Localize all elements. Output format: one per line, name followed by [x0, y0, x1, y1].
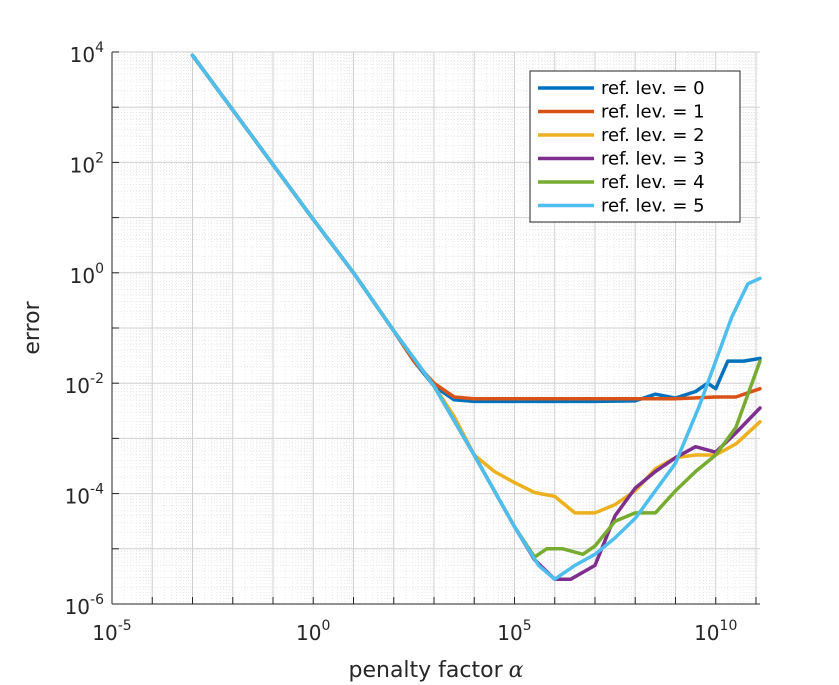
legend-entry-0: ref. lev. = 0: [601, 78, 705, 99]
x-tick-exponent: 5: [523, 618, 532, 634]
x-tick-label: 10-5: [92, 618, 131, 645]
y-tick-exponent: 0: [95, 261, 104, 277]
legend-entry-4: ref. lev. = 4: [601, 172, 705, 193]
y-tick-label: 10-4: [65, 482, 105, 509]
grid: [111, 51, 760, 605]
y-tick-base: 10: [65, 595, 90, 619]
x-tick-label: 1010: [694, 618, 737, 645]
series-line-5: [190, 53, 762, 581]
legend-box: [529, 70, 741, 223]
y-tick-label: 104: [70, 40, 104, 67]
x-tick-label: 100: [296, 618, 330, 645]
x-tick-base: 10: [694, 621, 719, 645]
y-tick-exponent: 4: [95, 40, 104, 56]
x-axis-label-symbol: α: [509, 658, 524, 683]
x-axis-label: penalty factor α: [349, 658, 524, 683]
y-tick-exponent: -6: [90, 592, 104, 608]
y-tick-exponent: -2: [90, 371, 104, 387]
y-tick-label: 10-6: [65, 592, 105, 619]
x-tick-base: 10: [497, 621, 522, 645]
x-tick-exponent: -5: [118, 618, 132, 634]
y-tick-base: 10: [70, 43, 95, 67]
series-layer: [190, 53, 762, 581]
y-tick-label: 100: [70, 261, 104, 288]
y-tick-base: 10: [70, 264, 95, 288]
y-tick-label: 10-2: [65, 371, 104, 398]
y-tick-base: 10: [65, 485, 90, 509]
y-tick-base: 10: [65, 374, 90, 398]
x-axis-label-text: penalty factor: [349, 658, 504, 683]
y-tick-base: 10: [70, 153, 95, 177]
axes: [111, 51, 760, 605]
x-tick-base: 10: [296, 621, 321, 645]
x-tick-labels: 10-5 100 105 1010: [92, 618, 737, 645]
legend-entry-1: ref. lev. = 1: [601, 102, 705, 123]
y-axis-label: error: [20, 300, 45, 354]
x-tick-exponent: 0: [322, 618, 331, 634]
x-tick-exponent: 10: [720, 618, 738, 634]
x-tick-base: 10: [92, 621, 117, 645]
y-tick-label: 102: [70, 150, 104, 177]
legend-entry-2: ref. lev. = 2: [601, 125, 705, 146]
x-tick-label: 105: [497, 618, 531, 645]
legend-entry-5: ref. lev. = 5: [601, 196, 705, 217]
y-tick-exponent: -4: [90, 482, 104, 498]
legend-entry-3: ref. lev. = 3: [601, 149, 705, 170]
y-tick-exponent: 2: [95, 150, 104, 166]
